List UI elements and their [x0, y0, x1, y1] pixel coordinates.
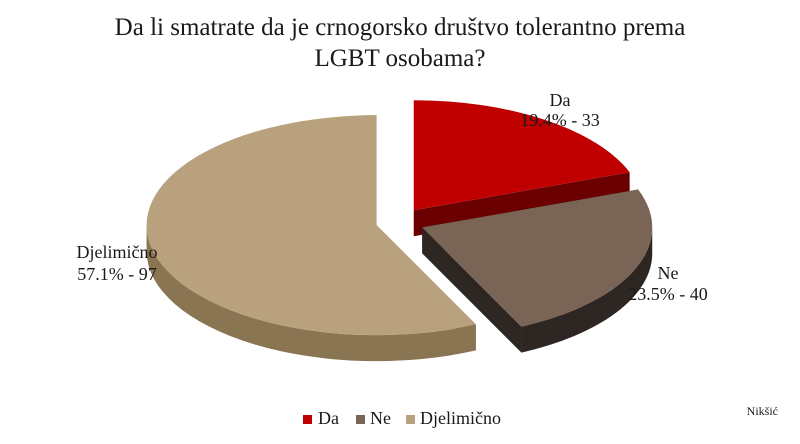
legend-label-ne: Ne — [370, 408, 391, 428]
data-label-ne-value: 23.5% - 40 — [628, 284, 708, 304]
legend-label-da: Da — [318, 408, 339, 428]
footnote-location: Nikšić — [746, 404, 778, 418]
pie-slice-ne-side-0 — [521, 227, 653, 353]
pie-slice-tops — [146, 100, 653, 336]
legend: Da Ne Djelimično — [303, 408, 501, 428]
legend-label-djelimicno: Djelimično — [420, 408, 501, 428]
pie-slice-djelimicno-side-0 — [146, 225, 476, 362]
data-label-da-value: 19.4% - 33 — [520, 110, 600, 130]
pie-slice-da — [413, 100, 630, 211]
data-label-djelimicno-value: 57.1% - 97 — [77, 264, 157, 284]
legend-swatch-da — [303, 415, 312, 424]
pie-slice-djelimicno — [146, 115, 476, 336]
data-label-da-name: Da — [550, 90, 571, 110]
data-label-djelimicno-name: Djelimično — [77, 242, 158, 262]
chart-title-line-2: LGBT osobama? — [314, 45, 485, 72]
legend-swatch-ne — [356, 415, 365, 424]
pie-slice-ne-radial-wall-1 — [422, 227, 522, 353]
pie-slice-ne — [422, 189, 653, 327]
chart-title-line-1: Da li smatrate da je crnogorsko društvo … — [115, 14, 686, 41]
data-label-ne-name: Ne — [658, 263, 679, 283]
legend-swatch-djelimicno — [406, 415, 415, 424]
